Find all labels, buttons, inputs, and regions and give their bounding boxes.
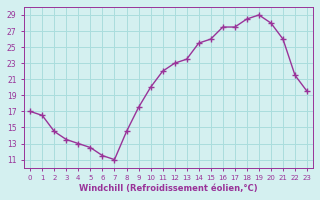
- X-axis label: Windchill (Refroidissement éolien,°C): Windchill (Refroidissement éolien,°C): [79, 184, 258, 193]
